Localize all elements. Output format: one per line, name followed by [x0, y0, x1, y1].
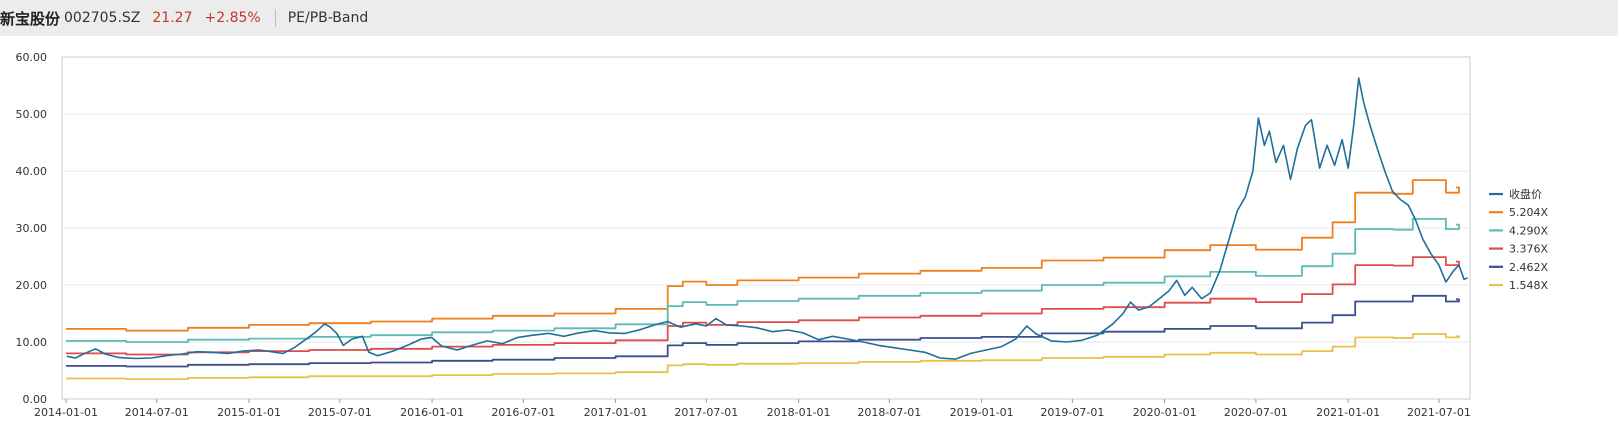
- legend-item[interactable]: 3.376X: [1489, 243, 1548, 256]
- series-line: [66, 218, 1460, 343]
- y-tick-label: 10.00: [16, 336, 48, 349]
- x-tick-label: 2015-07-01: [308, 406, 372, 419]
- series-line: [66, 179, 1460, 332]
- legend-label: 5.204X: [1509, 206, 1548, 219]
- x-tick-label: 2014-07-01: [125, 406, 189, 419]
- x-tick-label: 2016-01-01: [400, 406, 464, 419]
- y-tick-label: 60.00: [16, 51, 48, 64]
- header-divider: [274, 9, 276, 27]
- x-tick-label: 2017-07-01: [674, 406, 738, 419]
- legend-label: 2.462X: [1509, 261, 1548, 274]
- y-axis: 0.00 10.00 20.00 30.00 40.00 50.00 60.00: [16, 51, 48, 406]
- stock-price: 21.27: [152, 10, 193, 26]
- pe-pb-band-chart[interactable]: 0.00 10.00 20.00 30.00 40.00 50.00 60.00 2014-…: [0, 36, 1618, 442]
- series-lines: [66, 77, 1468, 380]
- legend-label: 1.548X: [1509, 279, 1548, 292]
- series-line: [66, 256, 1460, 356]
- x-axis: 2014-01-01 2014-07-01 2015-01-01 2015-07-01…: [34, 399, 1471, 419]
- y-tick-label: 40.00: [16, 165, 48, 178]
- header-bar: 新宝股份 002705.SZ 21.27 +2.85% PE/PB-Band: [0, 0, 1618, 36]
- x-tick-label: 2018-01-01: [767, 406, 831, 419]
- grid-lines: [62, 113, 1470, 343]
- x-tick-label: 2019-01-01: [950, 406, 1014, 419]
- x-tick-label: 2017-01-01: [584, 406, 648, 419]
- y-tick-label: 20.00: [16, 279, 48, 292]
- series-line: [66, 77, 1468, 360]
- legend-item[interactable]: 4.290X: [1489, 224, 1548, 237]
- legend-label: 4.290X: [1509, 224, 1548, 237]
- legend-label: 收盘价: [1509, 187, 1542, 201]
- x-tick-label: 2015-01-01: [217, 406, 281, 419]
- legend-item[interactable]: 5.204X: [1489, 206, 1548, 219]
- legend-item[interactable]: 收盘价: [1489, 187, 1542, 201]
- x-tick-label: 2021-01-01: [1316, 406, 1380, 419]
- legend[interactable]: 收盘价 5.204X 4.290X 3.376X 2.462X 1.548X: [1489, 187, 1548, 292]
- band-mode-label[interactable]: PE/PB-Band: [287, 10, 369, 26]
- legend-item[interactable]: 1.548X: [1489, 279, 1548, 292]
- x-tick-label: 2016-07-01: [491, 406, 555, 419]
- price-change: +2.85%: [204, 10, 261, 26]
- x-tick-label: 2020-07-01: [1224, 406, 1288, 419]
- stock-code: 002705.SZ: [64, 10, 141, 26]
- series-line: [66, 333, 1460, 380]
- x-tick-label: 2021-07-01: [1407, 406, 1471, 419]
- y-tick-label: 50.00: [16, 108, 48, 121]
- legend-label: 3.376X: [1509, 243, 1548, 256]
- x-tick-label: 2020-01-01: [1133, 406, 1197, 419]
- legend-item[interactable]: 2.462X: [1489, 261, 1548, 274]
- x-tick-label: 2014-01-01: [34, 406, 98, 419]
- x-tick-label: 2019-07-01: [1040, 406, 1104, 419]
- stock-name: 新宝股份: [0, 9, 61, 28]
- y-tick-label: 0.00: [23, 393, 48, 406]
- y-tick-label: 30.00: [16, 222, 48, 235]
- x-tick-label: 2018-07-01: [857, 406, 921, 419]
